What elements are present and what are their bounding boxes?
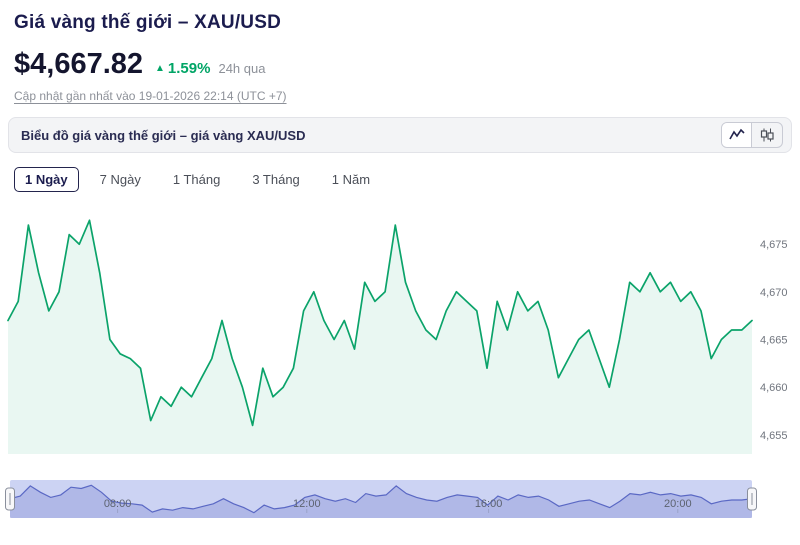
navigator-area: 08:00 12:00 16:00 20:00 bbox=[0, 476, 800, 522]
range-tabs: 1 Ngày 7 Ngày 1 Tháng 3 Tháng 1 Năm bbox=[14, 167, 800, 192]
header: Giá vàng thế giới – XAU/USD $4,667.82 ▲ … bbox=[0, 0, 800, 105]
tab-3-months[interactable]: 3 Tháng bbox=[241, 167, 310, 192]
change-badge: ▲ 1.59% bbox=[155, 60, 210, 77]
page-title: Giá vàng thế giới – XAU/USD bbox=[14, 12, 282, 33]
period-label: 24h qua bbox=[218, 61, 266, 76]
tab-1-day[interactable]: 1 Ngày bbox=[14, 167, 79, 192]
chart-panel-title: Biểu đồ giá vàng thế giới – giá vàng XAU… bbox=[21, 127, 306, 143]
candlestick-chart-icon bbox=[760, 128, 774, 142]
tab-1-month[interactable]: 1 Tháng bbox=[162, 167, 231, 192]
svg-text:4,675: 4,675 bbox=[760, 239, 788, 251]
current-price: $4,667.82 bbox=[14, 48, 144, 80]
svg-text:4,660: 4,660 bbox=[760, 382, 788, 394]
chart-type-toggle bbox=[721, 122, 783, 148]
tab-7-days[interactable]: 7 Ngày bbox=[89, 167, 152, 192]
price-row: $4,667.82 ▲ 1.59% 24h qua bbox=[14, 48, 786, 81]
tab-1-year[interactable]: 1 Năm bbox=[321, 167, 381, 192]
svg-text:16:00: 16:00 bbox=[475, 498, 503, 510]
line-chart-icon bbox=[728, 128, 745, 140]
change-percent: 1.59% bbox=[167, 60, 211, 77]
up-arrow-icon: ▲ bbox=[155, 63, 165, 74]
range-navigator[interactable]: 08:00 12:00 16:00 20:00 bbox=[0, 476, 800, 522]
svg-text:4,655: 4,655 bbox=[760, 430, 788, 442]
price-chart[interactable]: 4,675 4,670 4,665 4,660 4,655 bbox=[0, 198, 800, 470]
chart-panel-header: Biểu đồ giá vàng thế giới – giá vàng XAU… bbox=[8, 117, 792, 153]
svg-text:4,670: 4,670 bbox=[760, 287, 788, 299]
main-chart-area: 4,675 4,670 4,665 4,660 4,655 bbox=[0, 198, 800, 470]
candlestick-chart-button[interactable] bbox=[752, 123, 782, 147]
line-chart-button[interactable] bbox=[722, 123, 752, 147]
svg-text:08:00: 08:00 bbox=[104, 498, 132, 510]
last-updated-text: Cập nhật gần nhất vào 19-01-2026 22:14 (… bbox=[14, 89, 287, 103]
svg-text:4,665: 4,665 bbox=[760, 335, 788, 347]
svg-text:20:00: 20:00 bbox=[664, 498, 692, 510]
svg-text:12:00: 12:00 bbox=[293, 498, 321, 510]
